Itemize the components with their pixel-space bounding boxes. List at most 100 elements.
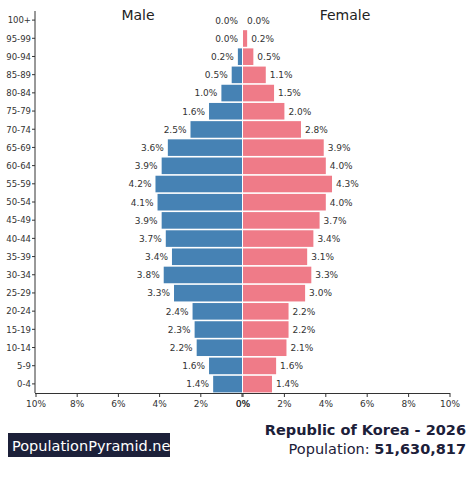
x-tick-label: 6% <box>111 399 126 409</box>
data-label: 3.3% <box>315 270 338 280</box>
bar <box>243 139 324 156</box>
y-tick <box>32 165 35 166</box>
data-label: 2.3% <box>168 325 191 335</box>
data-label: 1.1% <box>270 70 293 80</box>
bar <box>243 212 320 229</box>
chart: 1.4%1.6%2.2%2.3%2.4%3.3%3.8%3.4%3.7%3.9%… <box>0 0 474 478</box>
data-label: 0.0% <box>215 16 238 26</box>
y-tick <box>32 129 35 130</box>
x-tick <box>367 393 368 397</box>
y-tick <box>32 274 35 275</box>
x-tick <box>36 393 37 397</box>
data-label: 1.6% <box>280 361 303 371</box>
category-label: 75-79 <box>6 106 31 116</box>
y-tick <box>32 20 35 21</box>
data-label: 0.2% <box>251 34 274 44</box>
bar <box>243 358 276 375</box>
data-label: 2.5% <box>164 125 187 135</box>
y-tick <box>32 147 35 148</box>
subtitle-part: Population: <box>289 441 375 457</box>
bar <box>238 48 242 65</box>
category-label: 60-64 <box>6 161 31 171</box>
bar <box>174 285 242 302</box>
category-label: 85-89 <box>6 70 31 80</box>
x-tick-label: 10% <box>26 399 46 409</box>
x-tick-label: 10% <box>440 399 460 409</box>
category-label: 40-44 <box>6 234 31 244</box>
bar <box>243 85 274 102</box>
data-label: 2.1% <box>290 343 313 353</box>
data-label: 2.2% <box>293 307 316 317</box>
y-tick <box>32 202 35 203</box>
subtitle: Population: 51,630,817 <box>289 441 466 457</box>
x-tick <box>118 393 119 397</box>
bar <box>164 267 242 284</box>
bar <box>155 176 242 193</box>
x-tick-label: 4% <box>152 399 167 409</box>
data-label: 3.9% <box>135 216 158 226</box>
bar <box>209 358 242 375</box>
bar <box>209 103 242 120</box>
x-tick-label: 2% <box>277 399 292 409</box>
category-label: 10-14 <box>6 343 31 353</box>
y-tick <box>32 256 35 257</box>
y-tick <box>32 383 35 384</box>
bar <box>242 30 243 47</box>
x-tick <box>243 393 244 397</box>
x-tick <box>284 393 285 397</box>
x-tick <box>450 393 451 397</box>
bar <box>197 339 242 356</box>
y-tick <box>32 347 35 348</box>
bar <box>243 321 289 338</box>
bar <box>243 30 247 47</box>
data-label: 1.6% <box>182 361 205 371</box>
data-label: 4.3% <box>336 179 359 189</box>
y-tick <box>32 56 35 57</box>
x-tick <box>408 393 409 397</box>
bar <box>242 12 243 29</box>
data-label: 4.1% <box>131 198 154 208</box>
bar <box>243 303 289 320</box>
category-label: 70-74 <box>6 125 31 135</box>
series-name: Female <box>320 7 371 23</box>
bar <box>243 121 301 138</box>
x-tick-label: 0% <box>236 399 251 409</box>
category-label: 90-94 <box>6 52 31 62</box>
y-tick <box>32 238 35 239</box>
category-label: 15-19 <box>6 325 31 335</box>
x-tick <box>325 393 326 397</box>
bar <box>243 103 284 120</box>
data-label: 0.0% <box>215 34 238 44</box>
y-tick <box>32 311 35 312</box>
data-label: 1.5% <box>278 88 301 98</box>
data-label: 4.0% <box>330 161 353 171</box>
data-label: 2.4% <box>166 307 189 317</box>
category-label: 45-49 <box>6 215 31 225</box>
bar <box>243 176 332 193</box>
bar <box>213 376 242 393</box>
data-label: 3.0% <box>309 288 332 298</box>
bar <box>172 248 242 265</box>
data-label: 2.2% <box>293 325 316 335</box>
bars <box>155 30 332 392</box>
data-label: 3.8% <box>137 270 160 280</box>
y-tick <box>32 74 35 75</box>
data-label: 1.6% <box>182 107 205 117</box>
data-label: 1.0% <box>195 88 218 98</box>
data-label: 0.0% <box>247 16 270 26</box>
x-tick-label: 4% <box>319 399 334 409</box>
x-tick-label: 6% <box>360 399 375 409</box>
data-label: 2.2% <box>170 343 193 353</box>
category-label: 95-99 <box>6 34 31 44</box>
annotation: PopulationPyramid.net <box>12 438 176 454</box>
axes: 0-45-910-1415-1920-2425-2930-3435-3940-4… <box>6 11 460 409</box>
y-tick <box>32 92 35 93</box>
x-tick <box>242 393 243 397</box>
bar <box>221 85 242 102</box>
bar <box>191 121 243 138</box>
x-tick-label: 8% <box>401 399 416 409</box>
category-label: 20-24 <box>6 306 31 316</box>
category-label: 80-84 <box>6 88 31 98</box>
category-label: 65-69 <box>6 143 31 153</box>
x-tick-label: 2% <box>194 399 209 409</box>
